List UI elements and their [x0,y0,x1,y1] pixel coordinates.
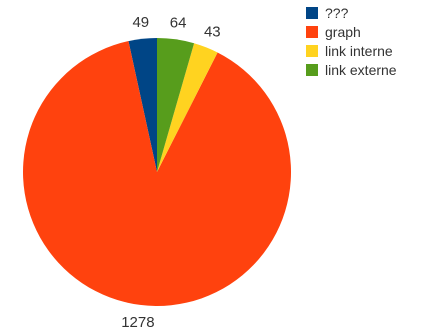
legend-label: link externe [325,62,397,78]
legend-label: link interne [325,43,393,59]
data-label: 1278 [121,314,154,331]
legend-swatch [306,45,318,57]
pie-data-labels: 49 1278 43 64 [121,14,220,331]
legend-swatch [306,64,318,76]
legend-label: graph [325,24,361,40]
legend-swatch [306,26,318,38]
pie-slice-link-externe [157,37,195,172]
data-label: 49 [132,14,149,31]
pie-slice- [128,38,157,172]
data-label: 43 [204,24,221,41]
data-label: 64 [170,15,187,32]
pie-slice-graph [23,41,292,307]
pie-slices [23,37,292,307]
legend-swatch [306,7,318,19]
pie-slice-link-interne [157,43,218,173]
legend-label: ??? [325,5,349,21]
chart-legend: ??? graph link interne link externe [306,5,397,78]
